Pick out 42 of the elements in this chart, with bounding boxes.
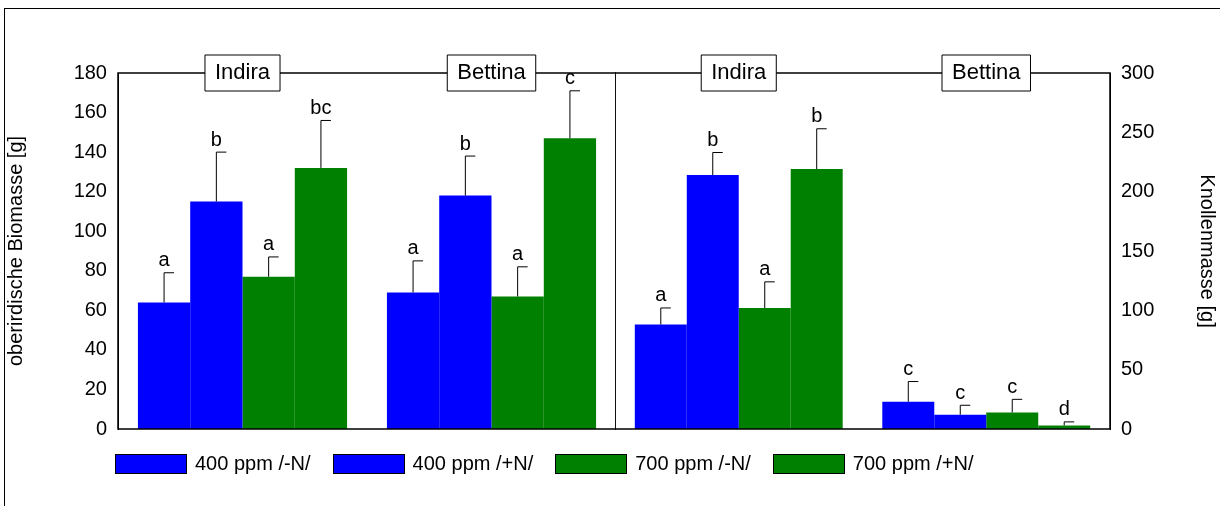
y-tick-label: 20 xyxy=(84,376,107,399)
data-label: a xyxy=(263,232,276,255)
y-tick-label: 180 xyxy=(73,60,107,83)
legend-label: 700 ppm /+N/ xyxy=(852,452,974,475)
x-tick-label: Bettina xyxy=(457,59,527,85)
data-label: b xyxy=(210,127,222,150)
y2-tick-label: 0 xyxy=(1121,416,1133,439)
y2-axis-title: Knollenmasse [g] xyxy=(1197,174,1220,328)
x-tick-label: Indira xyxy=(214,59,271,85)
data-label: c xyxy=(903,357,914,380)
y-tick-label: 100 xyxy=(73,218,107,241)
y-tick-label: 160 xyxy=(73,100,107,123)
y2-tick-label: 200 xyxy=(1121,179,1155,202)
x-tick-label: Bettina xyxy=(952,59,1022,85)
y-tick-label: 140 xyxy=(73,139,107,162)
y2-tick-label: 250 xyxy=(1121,119,1155,142)
legend-label: 400 ppm /+N/ xyxy=(412,452,534,475)
y-tick-label: 120 xyxy=(73,179,107,202)
y-axis-title: oberirdische Biomasse [g] xyxy=(3,135,26,367)
x-tick-label: Indira xyxy=(711,59,768,85)
y-tick-label: 40 xyxy=(84,337,107,360)
data-label: a xyxy=(759,257,772,280)
y2-tick-label: 150 xyxy=(1121,238,1155,261)
y-tick-label: 0 xyxy=(95,416,107,439)
y2-tick-label: 100 xyxy=(1121,297,1155,320)
data-label: a xyxy=(407,236,420,259)
data-label: a xyxy=(655,283,668,306)
data-label: c xyxy=(955,380,966,403)
data-label: b xyxy=(459,131,471,154)
data-label: a xyxy=(512,242,525,265)
y-tick-label: 60 xyxy=(84,297,107,320)
data-label: c xyxy=(1007,374,1018,397)
legend-label: 700 ppm /-N/ xyxy=(635,452,751,475)
y2-tick-label: 300 xyxy=(1121,60,1155,83)
y2-tick-label: 50 xyxy=(1121,357,1144,380)
data-label: b xyxy=(811,104,823,127)
y-tick-label: 80 xyxy=(84,258,107,281)
data-label: a xyxy=(158,248,171,271)
data-label: d xyxy=(1058,397,1070,420)
data-label: bc xyxy=(310,95,332,118)
legend-label: 400 ppm /-N/ xyxy=(195,452,311,475)
data-label: b xyxy=(707,128,719,151)
